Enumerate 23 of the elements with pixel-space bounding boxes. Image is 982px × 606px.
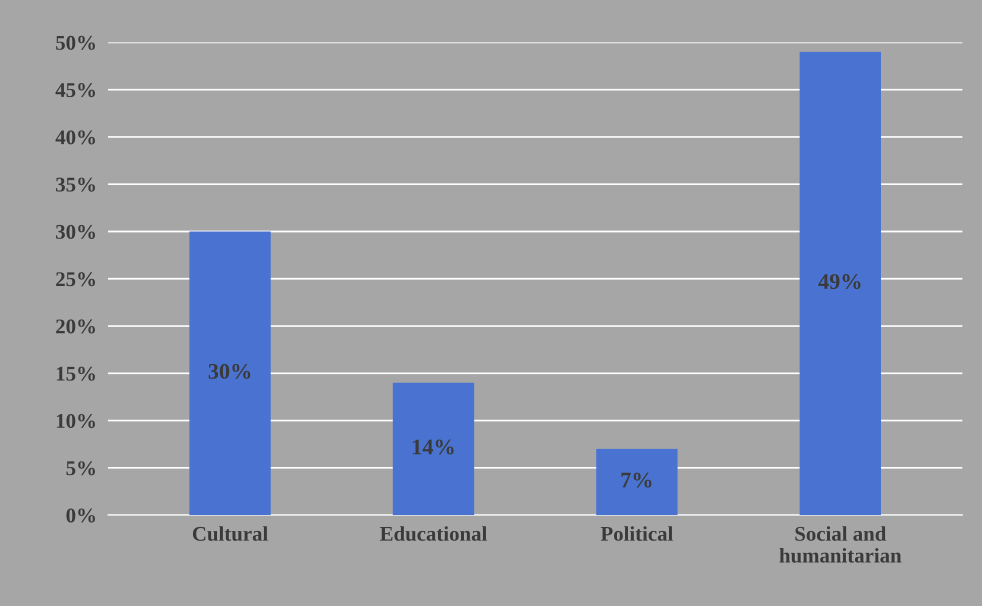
y-tick-label: 5% — [66, 461, 95, 476]
y-tick-label: 0% — [66, 508, 95, 523]
y-tick-label: 10% — [56, 414, 95, 428]
data-label: 49% — [818, 274, 860, 290]
x-tick-label: Cultural — [192, 526, 268, 541]
data-label: 7% — [622, 472, 652, 488]
y-tick-label: 35% — [56, 178, 95, 192]
y-tick-label: 30% — [56, 224, 95, 239]
bar — [800, 52, 881, 516]
bar — [189, 231, 271, 516]
y-tick-label: 25% — [56, 272, 95, 286]
x-tick-label: Educational — [380, 526, 487, 541]
y-tick-label: 50% — [56, 36, 95, 50]
bar — [596, 448, 678, 516]
data-label: 30% — [208, 364, 250, 379]
data-label: 14% — [413, 439, 454, 455]
x-tick-label: Social and humanitarian — [779, 526, 902, 563]
y-tick-label: 20% — [56, 319, 95, 334]
y-tick-label: 40% — [56, 130, 95, 144]
x-tick-label: Political — [600, 526, 673, 541]
bar — [392, 382, 474, 516]
y-tick-label: 15% — [56, 366, 95, 381]
y-tick-label: 45% — [56, 83, 95, 98]
